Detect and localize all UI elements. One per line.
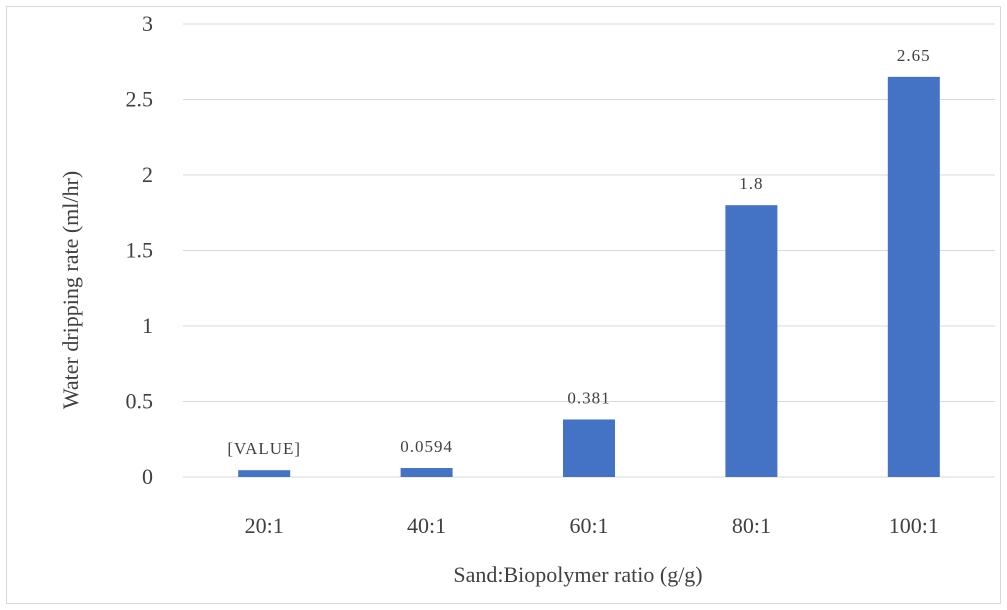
- gridlines: [183, 23, 995, 478]
- y-axis-title: Water dripping rate (ml/hr): [58, 171, 83, 409]
- y-tick-label: 2.5: [126, 87, 154, 112]
- data-label: 0.0594: [400, 437, 453, 456]
- x-axis-title: Sand:Biopolymer ratio (g/g): [453, 562, 702, 587]
- data-label: 1.8: [739, 174, 763, 193]
- x-category-label: 80:1: [732, 513, 771, 538]
- y-tick-labels: 0 0.5 1 1.5 2 2.5 3: [126, 11, 154, 489]
- y-tick-label: 2: [142, 162, 153, 187]
- x-category-label: 20:1: [245, 513, 284, 538]
- data-label: [VALUE]: [227, 439, 301, 458]
- chart-frame: [6, 6, 1001, 604]
- bars: [238, 76, 940, 477]
- data-label: 0.381: [567, 388, 610, 407]
- data-label: 2.65: [897, 46, 931, 65]
- y-tick-label: 0.5: [126, 389, 154, 414]
- y-tick-label: 3: [142, 11, 153, 36]
- y-tick-label: 1.5: [126, 238, 154, 263]
- x-category-label: 40:1: [407, 513, 446, 538]
- x-category-label: 100:1: [889, 513, 939, 538]
- bar: [887, 76, 940, 477]
- y-tick-label: 0: [142, 464, 153, 489]
- bar: [400, 468, 453, 477]
- bar: [563, 419, 615, 477]
- y-tick-label: 1: [142, 313, 153, 338]
- bar: [725, 205, 778, 477]
- x-category-labels: 20:1 40:1 60:1 80:1 100:1: [245, 513, 939, 538]
- x-category-label: 60:1: [569, 513, 608, 538]
- bar: [238, 470, 291, 477]
- data-labels: [VALUE] 0.0594 0.381 1.8 2.65: [227, 46, 931, 458]
